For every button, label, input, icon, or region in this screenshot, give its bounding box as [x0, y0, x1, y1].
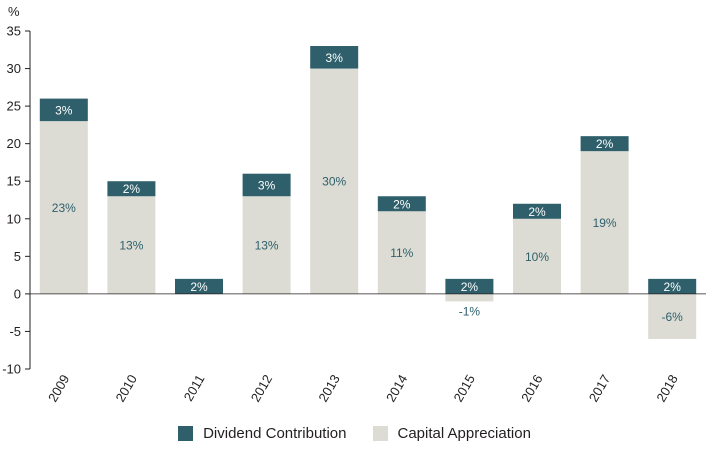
x-tick-label-2017: 2017: [586, 372, 613, 405]
y-tick-label: 0: [14, 286, 21, 301]
data-label-dividend-2013: 3%: [326, 51, 344, 65]
x-tick-label-2011: 2011: [181, 372, 208, 404]
x-tick-label-2010: 2010: [113, 372, 140, 405]
y-tick-label: 30: [7, 61, 21, 76]
x-tick-label-2018: 2018: [653, 372, 680, 405]
data-label-capital-2017: 19%: [593, 216, 617, 230]
bar-dividend-2009: [39, 98, 88, 122]
x-tick-label-2016: 2016: [518, 372, 545, 405]
y-tick-label: 20: [7, 136, 21, 151]
data-label-capital-2018: -6%: [662, 310, 684, 324]
x-tick-label-2013: 2013: [315, 372, 342, 405]
bar-dividend-2013: [310, 46, 359, 69]
legend-label-capital: Capital Appreciation: [397, 425, 531, 442]
y-tick-label: 5: [14, 249, 21, 264]
data-label-dividend-2009: 3%: [55, 103, 73, 117]
data-label-dividend-2012: 3%: [258, 178, 276, 192]
bar-capital-2017: [580, 151, 629, 294]
data-label-dividend-2016: 2%: [528, 205, 546, 219]
bar-dividend-2018: [648, 278, 697, 294]
bar-dividend-2015: [445, 278, 494, 294]
data-label-capital-2010: 13%: [119, 239, 143, 253]
legend-label-dividend: Dividend Contribution: [203, 425, 347, 442]
data-label-dividend-2017: 2%: [596, 137, 614, 151]
y-tick-label: 25: [7, 99, 21, 114]
x-tick-label-2015: 2015: [451, 372, 478, 405]
bar-capital-2012: [242, 196, 291, 294]
bar-dividend-2016: [513, 203, 561, 219]
data-label-capital-2013: 30%: [322, 175, 346, 189]
data-label-dividend-2015: 2%: [461, 280, 479, 294]
legend: Dividend Contribution Capital Appreciati…: [0, 425, 709, 442]
data-label-dividend-2018: 2%: [664, 280, 682, 294]
data-label-capital-2014: 11%: [390, 246, 413, 260]
data-label-dividend-2011: 2%: [190, 280, 208, 294]
y-tick-label: 35: [7, 24, 21, 39]
data-label-dividend-2010: 2%: [123, 182, 141, 196]
bar-dividend-2011: [175, 278, 223, 294]
bar-capital-2014: [377, 211, 426, 294]
bar-capital-2015: [445, 293, 494, 302]
bar-capital-2018: [648, 293, 697, 339]
bar-capital-2016: [513, 218, 561, 294]
data-label-capital-2015: -1%: [459, 304, 481, 318]
bar-dividend-2017: [580, 136, 629, 152]
x-tick-label-2009: 2009: [45, 372, 72, 405]
y-axis-unit: %: [8, 4, 20, 19]
legend-item-dividend: Dividend Contribution: [178, 425, 347, 442]
legend-swatch-capital: [372, 426, 388, 441]
x-tick-label-2014: 2014: [383, 372, 410, 405]
y-tick-label: -5: [9, 324, 21, 339]
legend-swatch-dividend: [178, 426, 194, 441]
bar-dividend-2012: [242, 173, 291, 197]
y-tick-label: 15: [7, 174, 21, 189]
data-label-capital-2009: 23%: [52, 201, 76, 215]
x-tick-label-2012: 2012: [248, 372, 275, 405]
y-tick-label: -10: [2, 362, 21, 377]
bar-dividend-2014: [377, 196, 426, 212]
bar-capital-2009: [39, 121, 88, 294]
y-tick-label: 10: [7, 211, 21, 226]
data-label-dividend-2014: 2%: [393, 197, 411, 211]
legend-item-capital: Capital Appreciation: [372, 425, 531, 442]
data-label-capital-2016: 10%: [525, 250, 549, 264]
stacked-bar-chart: 3% 23% 2% 13% 2% 3% 13% 3% 30% 2% 11% 2% -1% 2% 10% 2% 1…: [2, 4, 706, 405]
bar-capital-2010: [107, 196, 156, 294]
bar-capital-2013: [310, 68, 359, 294]
data-label-capital-2012: 13%: [255, 239, 279, 253]
bar-dividend-2010: [107, 181, 156, 197]
